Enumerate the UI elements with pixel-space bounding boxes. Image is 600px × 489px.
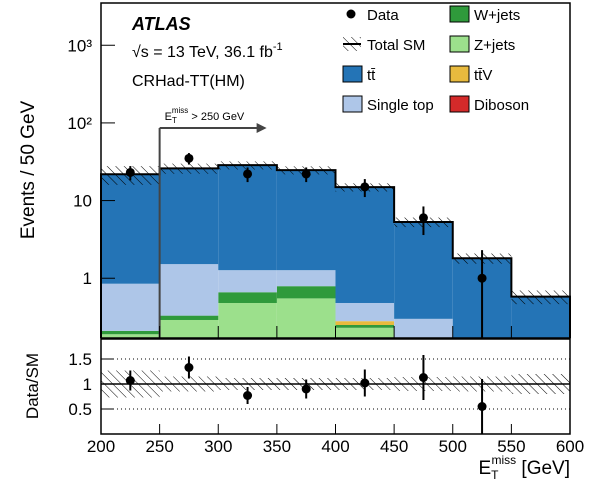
stack-segment — [159, 315, 219, 320]
cut-label-sub: T — [172, 116, 177, 125]
data-point — [301, 169, 311, 179]
data-point — [360, 378, 370, 388]
stack-segment — [159, 319, 219, 338]
stack-segment — [101, 330, 160, 335]
stack-segment — [276, 270, 336, 287]
x-tick-label: 350 — [263, 437, 291, 456]
cut-label-rest: > 250 GeV — [188, 111, 245, 123]
atlas-label: ATLAS — [131, 14, 191, 34]
cut-arrow-head — [256, 123, 267, 133]
legend-label: Single top — [367, 97, 434, 114]
x-tick-label: 550 — [497, 437, 525, 456]
stack-segment — [335, 327, 395, 338]
data-point — [418, 373, 428, 382]
data-point — [243, 391, 253, 400]
legend-label: tt̄V — [474, 67, 492, 84]
y-tick-label: 10 — [73, 192, 92, 211]
stack-segment — [101, 334, 160, 338]
cut-label-sup: miss — [172, 106, 188, 115]
data-point — [125, 376, 135, 385]
stack-segment — [335, 302, 395, 322]
x-tick-label: 500 — [439, 437, 467, 456]
x-label-sup: miss — [491, 453, 516, 467]
energy-text: √s = 13 TeV, 36.1 fb — [132, 44, 273, 61]
data-point — [360, 182, 370, 192]
data-point — [125, 167, 135, 177]
ratio-y-tick-label: 1.5 — [68, 350, 92, 369]
data-point — [418, 213, 428, 223]
stack-segment — [218, 165, 277, 271]
x-tick-label: 300 — [204, 437, 232, 456]
stack-segment — [101, 283, 160, 331]
data-point — [184, 363, 194, 372]
legend-swatch — [449, 65, 470, 83]
x-axis-label: ETmiss [GeV] — [478, 453, 570, 482]
stack-segment — [335, 324, 395, 328]
energy-label: √s = 13 TeV, 36.1 fb-1 — [132, 41, 283, 61]
ratio-y-tick-label: 0.5 — [68, 400, 92, 419]
y-axis-label: Events / 50 GeV — [18, 100, 39, 239]
legend-label: tt̄ — [367, 67, 376, 84]
stack-segment — [276, 286, 336, 299]
x-tick-label: 250 — [145, 437, 173, 456]
cut-label-main: E — [165, 111, 172, 123]
energy-sup: -1 — [273, 41, 283, 53]
legend-label: Data — [367, 7, 399, 24]
legend-swatch — [449, 95, 470, 113]
stack-segment — [159, 264, 219, 316]
data-point — [301, 384, 311, 394]
x-label-sub: T — [491, 468, 499, 482]
legend-marker — [346, 9, 356, 19]
stack-segment — [218, 292, 277, 303]
legend-swatch — [342, 65, 363, 83]
legend-swatch — [449, 35, 470, 53]
data-point — [184, 153, 194, 163]
legend-swatch — [449, 5, 470, 23]
x-tick-label: 450 — [380, 437, 408, 456]
x-tick-label: 400 — [321, 437, 349, 456]
stack-segment — [335, 321, 395, 325]
stack-segment — [394, 318, 453, 338]
stack-segment — [394, 221, 453, 319]
ratio-y-tick-label: 1 — [83, 375, 92, 394]
stack-segment — [218, 270, 277, 293]
stack-segment — [101, 174, 160, 284]
y-tick-label: 10³ — [67, 36, 92, 55]
ratio-axis-label: Data/SM — [23, 353, 42, 419]
stack-segment — [276, 298, 336, 338]
data-point — [477, 402, 487, 411]
legend-label: Z+jets — [474, 37, 515, 54]
stack-segment — [335, 187, 395, 303]
legend-label: Total SM — [367, 37, 425, 54]
legend-label: W+jets — [474, 7, 520, 24]
x-tick-label: 600 — [556, 437, 584, 456]
data-point — [477, 273, 487, 283]
legend-swatch — [342, 95, 363, 113]
cut-label: ETmiss > 250 GeV — [165, 106, 245, 125]
stack-segment — [276, 170, 336, 271]
x-label-rest: [GeV] — [516, 458, 570, 479]
region-label: CRHad-TT(HM) — [132, 73, 245, 90]
x-tick-label: 200 — [87, 437, 115, 456]
stack-segment — [218, 302, 277, 338]
data-point — [243, 169, 253, 179]
stack-segment — [159, 168, 219, 265]
y-tick-label: 10² — [67, 114, 92, 133]
legend-label: Diboson — [474, 97, 529, 114]
y-tick-label: 1 — [83, 269, 92, 288]
x-label-main: E — [478, 458, 491, 479]
